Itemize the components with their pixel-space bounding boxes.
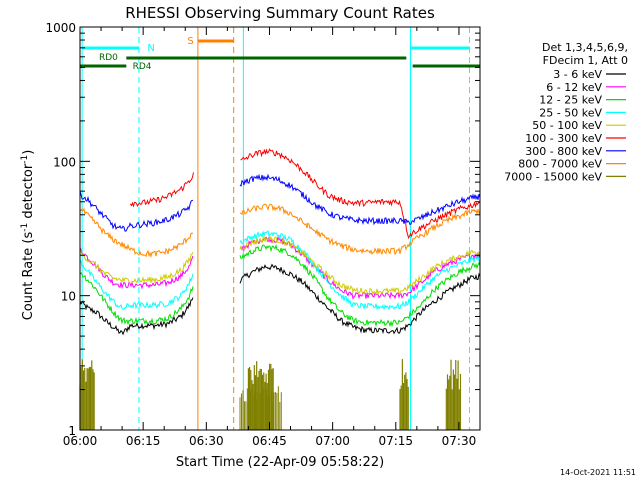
rd0-label: RD0: [99, 53, 118, 63]
y-axis-label-main: Count Rate (s: [21, 232, 36, 321]
series-line: [239, 263, 481, 335]
y-tick-label: 1000: [45, 21, 76, 35]
x-tick-label: 07:30: [442, 434, 477, 448]
rd4-label: RD4: [133, 62, 152, 72]
x-tick-label: 07:15: [378, 434, 413, 448]
legend-label: 7000 - 15000 keV: [504, 170, 602, 183]
legend-label: 100 - 300 keV: [525, 132, 602, 145]
x-tick-label: 06:30: [189, 434, 224, 448]
legend-header-line-1: Det 1,3,4,5,6,9,: [542, 41, 628, 54]
series-line: [240, 148, 480, 240]
y-axis-label-exp2: -1: [20, 155, 30, 164]
plot-area: [80, 27, 480, 430]
series-lines: [79, 148, 481, 430]
series-line: [79, 297, 194, 336]
plot-background: [80, 27, 480, 430]
series-line: [79, 249, 194, 284]
legend-label: 3 - 6 keV: [553, 68, 602, 81]
legend-header-line-2: FDecim 1, Att 0: [543, 54, 628, 67]
series-line: [79, 207, 194, 259]
chart-title: RHESSI Observing Summary Count Rates: [125, 4, 435, 22]
y-tick-label: 100: [53, 155, 76, 169]
series-line: [79, 247, 194, 290]
series-line: [239, 203, 481, 256]
series-line: [130, 172, 194, 208]
legend-label: 300 - 800 keV: [525, 145, 602, 158]
legend-label: 6 - 12 keV: [546, 81, 602, 94]
series-line: [239, 243, 481, 328]
night-label: N: [147, 43, 154, 54]
legend: Det 1,3,4,5,6,9, FDecim 1, Att 0 3 - 6 k…: [504, 41, 628, 183]
y-axis-label-close: ): [21, 150, 36, 155]
y-tick-label: 1: [68, 424, 76, 438]
x-tick-label: 06:45: [252, 434, 287, 448]
legend-label: 800 - 7000 keV: [518, 158, 602, 171]
legend-label: 12 - 25 keV: [539, 94, 602, 107]
legend-label: 25 - 50 keV: [539, 106, 602, 119]
x-tick-label: 07:00: [315, 434, 350, 448]
series-line: [79, 190, 193, 232]
legend-label: 50 - 100 keV: [532, 119, 602, 132]
series-line: [239, 173, 481, 226]
series-line: [79, 259, 194, 310]
series-line: [239, 235, 481, 296]
y-axis-label-tail: detector: [21, 163, 36, 223]
axes: 06:00 06:15 06:30 06:45 07:00 07:15 07:30 1 10 10…: [45, 21, 481, 448]
series-line: [79, 271, 194, 326]
plot-frame: [79, 26, 481, 431]
y-tick-label: 10: [61, 290, 76, 304]
y-axis-label: Count Rate (s-1 detector-1): [20, 150, 36, 321]
x-tick-label: 06:15: [126, 434, 161, 448]
saa-label: S: [187, 36, 193, 47]
overlay-markers: N S RD0 RD4: [80, 27, 480, 430]
series-line: [239, 230, 481, 311]
footer-date: 14-Oct-2021 11:51: [560, 468, 636, 477]
y-axis-label-exp: -1: [20, 223, 30, 232]
x-tick-label: 06:00: [63, 434, 98, 448]
x-axis-label: Start Time (22-Apr-09 05:58:22): [176, 455, 384, 470]
